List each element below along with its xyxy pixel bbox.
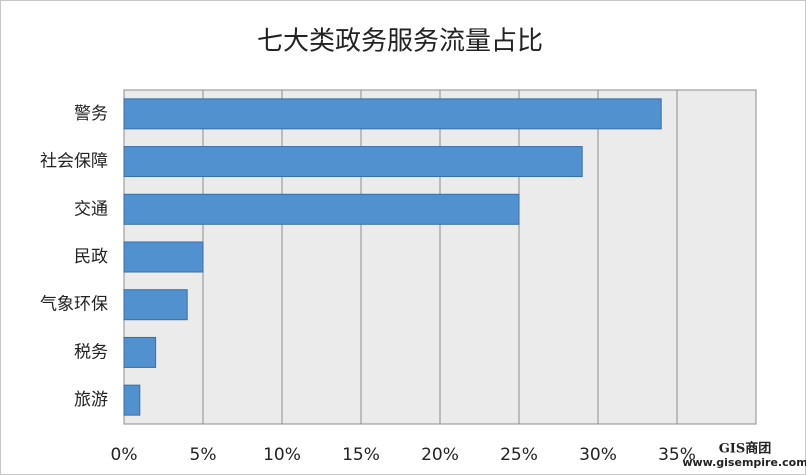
watermark: www.gisempire.com	[682, 456, 806, 469]
bar	[123, 193, 520, 225]
y-tick-label: 税务	[74, 342, 108, 362]
bar	[123, 241, 204, 273]
y-tick-label: 气象环保	[40, 295, 108, 315]
bar	[123, 98, 662, 130]
watermark: GIS商团	[719, 441, 772, 457]
x-tick-label: 10%	[263, 445, 301, 465]
y-tick-label: 旅游	[74, 390, 108, 410]
chart-title: 七大类政务服务流量占比	[257, 27, 543, 57]
bar	[123, 146, 583, 178]
x-tick-label: 0%	[111, 445, 138, 465]
bar	[123, 289, 188, 321]
bar	[123, 384, 141, 416]
y-tick-label: 社会保障	[40, 152, 108, 172]
x-tick-label: 5%	[190, 445, 217, 465]
y-tick-label: 交通	[74, 199, 108, 219]
x-tick-label: 35%	[658, 445, 696, 465]
y-tick-label: 警务	[74, 104, 108, 124]
x-tick-label: 15%	[342, 445, 380, 465]
x-tick-label: 25%	[500, 445, 538, 465]
x-tick-label: 20%	[421, 445, 459, 465]
bar	[123, 336, 157, 368]
y-tick-label: 民政	[74, 247, 108, 267]
x-tick-label: 30%	[579, 445, 617, 465]
